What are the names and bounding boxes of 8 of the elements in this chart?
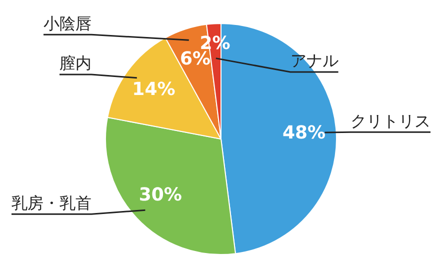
slice-label: クリトリス — [350, 111, 430, 130]
slice-label: 乳房・乳首 — [12, 193, 92, 212]
slice-label: アナル — [290, 51, 338, 70]
data-label: 14% — [132, 78, 176, 100]
data-label: 30% — [138, 184, 182, 206]
slice-label: 膣内 — [60, 54, 92, 73]
data-label: 48% — [282, 122, 326, 144]
slice-label: 小陰唇 — [44, 14, 92, 33]
